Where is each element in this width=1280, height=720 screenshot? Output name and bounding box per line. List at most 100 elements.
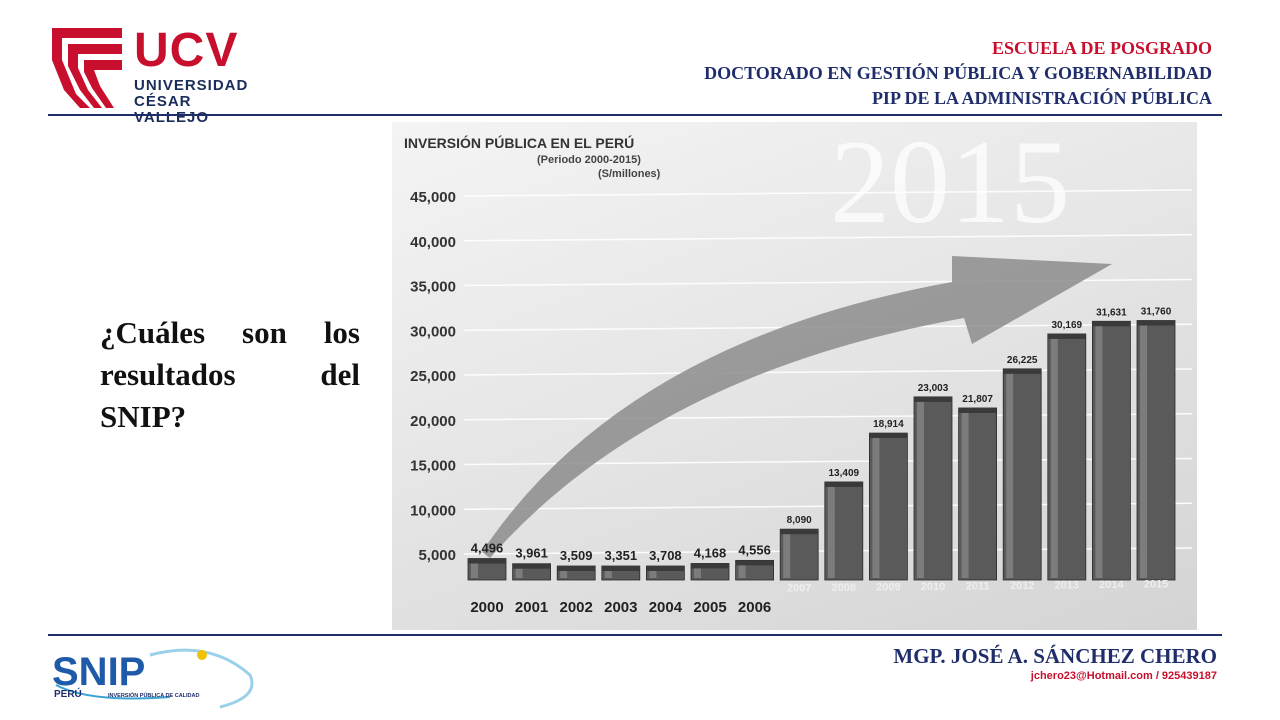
author-contact: jchero23@Hotmail.com / 925439187 — [1030, 670, 1217, 682]
chart-watermark: 2015 — [830, 122, 1070, 248]
pip-title: PIP DE LA ADMINISTRACIÓN PÚBLICA — [871, 88, 1212, 108]
x-tick-label: 2000 — [470, 599, 503, 616]
bar-highlight — [604, 568, 612, 578]
bar-value-label: 8,090 — [787, 515, 812, 526]
bar-highlight — [738, 562, 746, 578]
bar-cap — [1092, 321, 1131, 327]
bar-value-label: 30,169 — [1052, 320, 1083, 331]
header-titles: ESCUELA DE POSGRADO DOCTORADO EN GESTIÓN… — [704, 36, 1212, 111]
x-tick-label: 2005 — [693, 599, 726, 616]
snip-logo-graphic: SNIP PERÚ INVERSIÓN PÚBLICA DE CALIDAD — [52, 648, 254, 709]
snip-logo: SNIP PERÚ INVERSIÓN PÚBLICA DE CALIDAD — [50, 645, 260, 715]
x-tick-label: 2010 — [921, 581, 945, 593]
bar-cap — [958, 407, 997, 413]
bar-cap — [914, 396, 952, 402]
y-tick-label: 5,000 — [418, 547, 456, 564]
bar-highlight — [1006, 370, 1014, 578]
bar-highlight — [1095, 323, 1103, 578]
bar-highlight — [694, 565, 701, 578]
x-tick-label: 2001 — [515, 599, 548, 616]
snip-arc-icon — [149, 648, 254, 709]
header-divider — [48, 114, 1222, 116]
bar-cap — [557, 566, 596, 571]
bar-highlight — [471, 560, 478, 578]
ucv-line1: UNIVERSIDAD — [134, 77, 249, 94]
bar-highlight — [961, 409, 969, 578]
bar-value-label: 4,556 — [738, 542, 771, 557]
bar-value-label: 3,509 — [560, 548, 593, 563]
y-tick-label: 15,000 — [410, 458, 456, 475]
school-title: ESCUELA DE POSGRADO — [991, 38, 1212, 58]
x-tick-label: 2003 — [604, 599, 637, 616]
author-name: MGP. JOSÉ A. SÁNCHEZ CHERO — [893, 644, 1217, 668]
bar-highlight — [1140, 322, 1147, 578]
y-tick-label: 10,000 — [410, 502, 456, 519]
y-tick-label: 25,000 — [410, 368, 456, 385]
chart-title: INVERSIÓN PÚBLICA EN EL PERÚ — [404, 134, 634, 151]
bar-value-label: 31,760 — [1141, 306, 1172, 317]
x-tick-label: 2015 — [1144, 579, 1168, 591]
bar-cap — [468, 558, 506, 564]
bar-value-label: 4,496 — [471, 541, 504, 556]
bar-highlight — [1050, 335, 1058, 578]
bar-highlight — [872, 435, 880, 578]
bar-value-label: 3,351 — [605, 548, 638, 563]
bar-value-label: 4,168 — [694, 545, 727, 560]
footer-divider — [48, 634, 1222, 636]
author-block: MGP. JOSÉ A. SÁNCHEZ CHERO jchero23@Hotm… — [893, 643, 1217, 683]
bar-cap — [1137, 320, 1175, 326]
bar-highlight — [827, 483, 835, 578]
bar-value-label: 26,225 — [1007, 355, 1038, 366]
bar-value-label: 23,003 — [918, 383, 949, 394]
bar-highlight — [649, 568, 657, 578]
snip-country-text: PERÚ — [54, 687, 82, 700]
x-tick-label: 2006 — [738, 599, 771, 616]
bar-cap — [512, 563, 551, 569]
x-tick-label: 2013 — [1055, 580, 1079, 592]
gridline — [463, 234, 1193, 242]
ucv-brand-text: UCV — [134, 24, 239, 77]
x-tick-label: 2009 — [876, 582, 900, 594]
x-tick-label: 2014 — [1099, 579, 1124, 591]
chart-unit: (S/millones) — [598, 168, 661, 180]
investment-chart: 2015 INVERSIÓN PÚBLICA EN EL PERÚ (Periodo… — [392, 122, 1197, 630]
bar-cap — [1047, 333, 1086, 339]
ucv-logo: UCV UNIVERSIDAD CÉSAR VALLEJO — [50, 24, 250, 126]
chart-subtitle: (Periodo 2000-2015) — [537, 154, 641, 166]
ucv-line2: CÉSAR VALLEJO — [134, 93, 210, 126]
x-tick-label: 2002 — [560, 599, 593, 616]
bar-value-label: 3,961 — [515, 546, 548, 561]
bar-highlight — [560, 568, 568, 578]
bar-cap — [601, 566, 640, 571]
y-tick-label: 35,000 — [410, 279, 456, 296]
bar-cap — [735, 560, 774, 566]
ucv-emblem-icon — [52, 28, 122, 108]
y-tick-label: 20,000 — [410, 413, 456, 430]
x-tick-label: 2004 — [649, 599, 683, 616]
snip-swoosh-icon — [55, 684, 171, 700]
x-tick-label: 2008 — [832, 582, 856, 594]
y-tick-label: 45,000 — [410, 189, 456, 206]
gridline — [463, 189, 1193, 197]
x-tick-label: 2012 — [1010, 580, 1034, 592]
bar-highlight — [515, 565, 523, 578]
snip-dot-icon — [197, 650, 207, 660]
snip-tagline-text: INVERSIÓN PÚBLICA DE CALIDAD — [108, 691, 199, 699]
bar-value-label: 18,914 — [873, 419, 904, 430]
question-text: ¿Cuáles son los resultados del SNIP? — [100, 315, 360, 434]
bar-cap — [780, 529, 819, 535]
bar-cap — [1003, 368, 1042, 374]
bar-cap — [646, 566, 685, 571]
bar-cap — [824, 481, 863, 487]
x-tick-label: 2011 — [966, 581, 990, 593]
x-tick-label: 2007 — [787, 583, 811, 595]
bar-value-label: 3,708 — [649, 548, 682, 563]
bar-cap — [869, 433, 908, 439]
bar-value-label: 31,631 — [1096, 307, 1127, 318]
bar-highlight — [917, 398, 924, 578]
bar-value-label: 13,409 — [829, 468, 860, 479]
bar-value-label: 21,807 — [962, 394, 993, 405]
y-tick-label: 40,000 — [410, 234, 456, 251]
doctorate-title: DOCTORADO EN GESTIÓN PÚBLICA Y GOBERNABI… — [704, 63, 1212, 83]
snip-brand-text: SNIP — [52, 650, 145, 694]
